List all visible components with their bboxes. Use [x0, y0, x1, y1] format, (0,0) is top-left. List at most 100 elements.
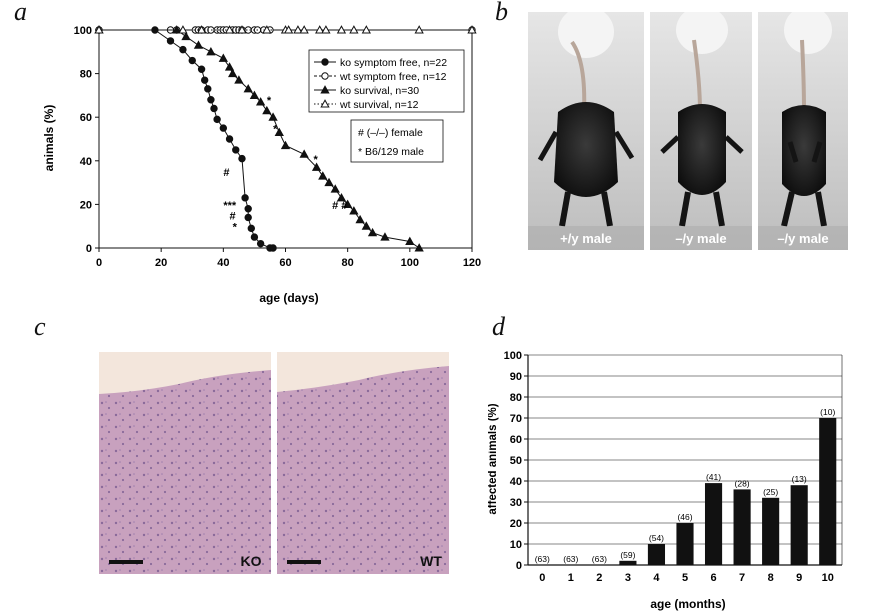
data-point — [330, 184, 340, 193]
x-tick-label: 4 — [653, 572, 660, 584]
bar-data-label: (41) — [706, 472, 721, 482]
y-tick-label: 60 — [510, 434, 522, 446]
legend-entry: ko survival, n=30 — [314, 85, 419, 97]
legend-entry: wt survival, n=12 — [314, 99, 419, 111]
histology-caption: WT — [420, 553, 442, 569]
y-tick-label: 10 — [510, 539, 522, 551]
data-point — [219, 124, 228, 132]
x-tick-label: 0 — [96, 257, 102, 269]
bar — [619, 560, 637, 565]
y-tick-label: 20 — [80, 199, 92, 211]
data-point — [256, 239, 265, 248]
x-tick-label: 100 — [401, 257, 419, 269]
data-point — [225, 135, 234, 143]
data-point — [318, 171, 328, 180]
data-point — [367, 227, 378, 237]
data-point — [320, 85, 330, 94]
data-point — [283, 25, 294, 34]
data-point — [414, 25, 424, 34]
x-tick-label: 10 — [822, 572, 834, 584]
data-point — [232, 146, 240, 154]
data-point — [268, 112, 278, 121]
data-point — [188, 56, 196, 65]
legend-label: ko survival, n=30 — [340, 85, 419, 97]
x-tick-label: 40 — [217, 257, 229, 269]
data-point — [414, 243, 424, 252]
legend-entry: wt symptom free, n=12 — [314, 71, 447, 83]
data-point — [234, 75, 244, 84]
data-point — [237, 25, 247, 34]
bar-data-label: (25) — [763, 487, 778, 497]
data-point — [336, 193, 347, 202]
data-point — [405, 236, 415, 245]
y-tick-label: 20 — [510, 518, 522, 530]
annotation-mark: * — [273, 123, 278, 135]
data-point — [262, 105, 272, 115]
data-point — [321, 72, 329, 80]
x-tick-label: 8 — [768, 572, 774, 584]
survival-annotations: ***# ##***#* — [223, 95, 347, 233]
panel-letter-b: b — [495, 0, 508, 26]
y-tick-label: 80 — [80, 69, 92, 81]
data-point — [250, 233, 259, 241]
bar — [704, 483, 723, 565]
bar-data-label: (13) — [792, 474, 807, 484]
data-point — [280, 140, 291, 150]
y-tick-label: 30 — [510, 497, 522, 509]
data-point — [299, 25, 309, 34]
data-point — [210, 104, 218, 113]
y-tick-label: 40 — [80, 156, 92, 168]
data-point — [206, 46, 216, 56]
data-point — [218, 53, 228, 62]
legend-label: ko symptom free, n=22 — [340, 57, 447, 69]
data-point — [238, 154, 246, 163]
legend-entry: ko symptom free, n=22 — [314, 57, 447, 69]
data-point — [179, 45, 187, 54]
data-point — [196, 25, 207, 34]
y-tick-label: 0 — [516, 560, 522, 572]
bar — [790, 485, 808, 565]
y-tick-label: 40 — [510, 476, 522, 488]
data-point — [299, 149, 309, 158]
data-point — [321, 25, 331, 34]
y-tick-label: 0 — [86, 243, 92, 255]
data-point — [193, 40, 204, 49]
x-tick-label: 9 — [796, 572, 802, 584]
bar-data-label: (59) — [620, 550, 635, 560]
survival-legend: ko symptom free, n=22 wt symptom free, n=… — [308, 49, 465, 113]
histology-wt: WT — [277, 352, 449, 574]
bar-data-label: (63) — [535, 554, 550, 564]
x-tick-label: 20 — [155, 257, 167, 269]
bar-data-label: (46) — [677, 512, 692, 522]
photo-caption: –/y male — [675, 231, 726, 246]
data-point — [320, 99, 330, 108]
data-point — [274, 127, 284, 136]
panel-letter-c: c — [34, 312, 46, 341]
bar-data-label: (54) — [649, 533, 664, 543]
data-point — [178, 25, 188, 34]
data-point — [204, 85, 212, 93]
y-tick-label: 90 — [510, 371, 522, 383]
histology-ko: KO — [99, 352, 271, 574]
legend-label: wt symptom free, n=12 — [339, 71, 447, 83]
data-point — [355, 214, 365, 224]
data-point — [228, 68, 238, 78]
data-point — [200, 76, 209, 84]
data-point — [241, 194, 249, 202]
mouse-photo-ko-male-1: –/y male — [650, 12, 752, 250]
y-tick-label: 50 — [510, 455, 522, 467]
histology-images: KO WT — [99, 352, 449, 574]
mouse-photo-ko-male-2: –/y male — [758, 12, 848, 250]
data-point — [380, 232, 390, 241]
survival-y-label: animals (%) — [42, 105, 56, 172]
y-tick-label: 100 — [74, 25, 92, 37]
data-point — [244, 213, 252, 222]
x-tick-label: 7 — [739, 572, 745, 584]
bar-x-label: age (months) — [650, 597, 725, 611]
data-point — [166, 37, 175, 45]
photo-caption: –/y male — [777, 231, 828, 246]
y-tick-label: 80 — [510, 392, 522, 404]
y-tick-label: 100 — [504, 350, 522, 362]
data-point — [321, 58, 329, 66]
data-point — [349, 25, 359, 34]
